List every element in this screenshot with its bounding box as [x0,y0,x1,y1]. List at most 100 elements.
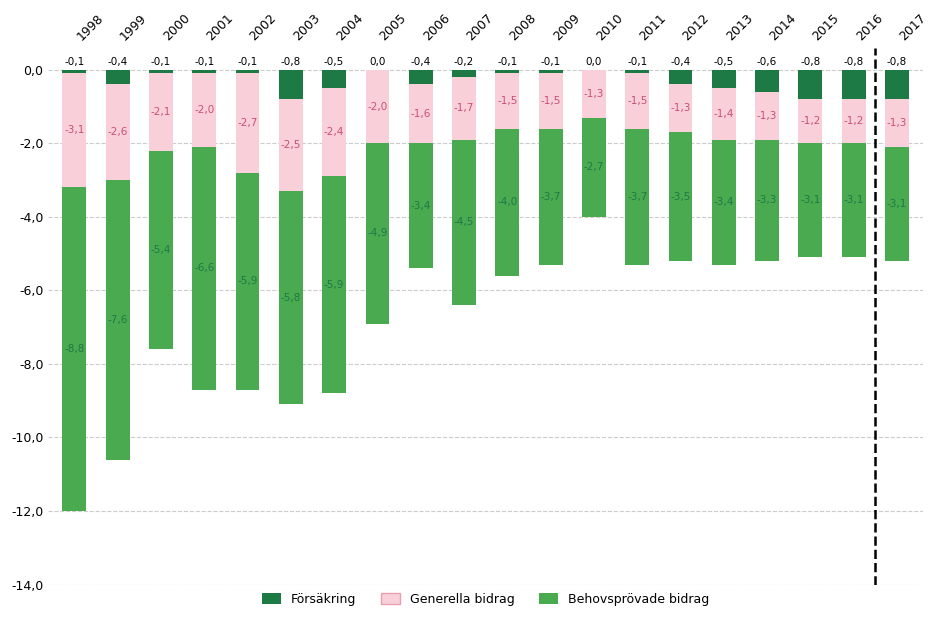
Text: -4,5: -4,5 [454,218,474,227]
Bar [236,74,260,173]
Text: -2,5: -2,5 [280,140,301,150]
Text: -1,3: -1,3 [757,111,777,121]
Bar [842,70,866,99]
Text: -0,1: -0,1 [64,57,84,67]
Text: -4,0: -4,0 [497,197,517,207]
Text: -5,9: -5,9 [324,280,345,290]
Bar [452,70,476,77]
Bar [106,180,129,460]
Bar [582,117,606,217]
Text: -0,4: -0,4 [670,57,691,67]
Bar [278,99,303,191]
Bar [365,143,389,323]
Bar [193,74,216,147]
Text: -3,4: -3,4 [714,197,734,207]
Text: -1,6: -1,6 [411,109,430,119]
Bar [322,176,346,394]
Text: -1,2: -1,2 [801,116,820,126]
Bar [452,77,476,140]
Text: -0,4: -0,4 [108,57,127,67]
Text: 0,0: 0,0 [369,57,385,67]
Bar [539,70,563,74]
Text: -0,8: -0,8 [844,57,864,67]
Bar [885,147,909,261]
Text: -5,4: -5,4 [151,245,171,255]
Bar [755,92,779,140]
Text: -3,7: -3,7 [540,192,561,201]
Text: -2,1: -2,1 [151,107,171,117]
Text: -2,6: -2,6 [108,127,127,137]
Bar [193,147,216,390]
Bar [62,187,86,511]
Bar [496,70,519,74]
Bar [668,132,692,261]
Text: -0,8: -0,8 [886,57,907,67]
Text: -5,9: -5,9 [237,276,258,286]
Bar [236,70,260,74]
Bar [799,143,822,257]
Text: 0,0: 0,0 [585,57,602,67]
Legend: Försäkring, Generella bidrag, Behovsprövade bidrag: Försäkring, Generella bidrag, Behovspröv… [257,588,715,611]
Bar [62,74,86,187]
Text: -0,1: -0,1 [237,57,258,67]
Text: -2,4: -2,4 [324,127,345,137]
Bar [712,88,735,140]
Text: -1,5: -1,5 [627,96,648,106]
Bar [278,70,303,99]
Bar [625,70,649,74]
Bar [193,70,216,74]
Text: -2,7: -2,7 [237,118,258,128]
Text: -2,0: -2,0 [367,101,388,111]
Text: -1,3: -1,3 [886,118,907,128]
Text: -2,7: -2,7 [583,162,604,172]
Bar [496,129,519,276]
Text: -3,7: -3,7 [627,192,648,201]
Bar [106,70,129,85]
Bar [668,85,692,132]
Bar [149,74,173,151]
Bar [755,140,779,261]
Text: -0,6: -0,6 [757,57,777,67]
Text: -0,8: -0,8 [280,57,301,67]
Bar [712,140,735,265]
Text: -4,9: -4,9 [367,229,388,239]
Bar [885,99,909,147]
Bar [106,85,129,180]
Bar [236,173,260,390]
Bar [452,140,476,305]
Bar [582,70,606,117]
Text: -6,6: -6,6 [194,263,214,273]
Bar [322,70,346,88]
Bar [365,70,389,143]
Text: -0,1: -0,1 [541,57,561,67]
Bar [539,129,563,265]
Bar [322,88,346,176]
Text: -0,8: -0,8 [801,57,820,67]
Text: -3,4: -3,4 [411,201,430,211]
Bar [278,191,303,404]
Text: -7,6: -7,6 [108,315,127,325]
Bar [885,70,909,99]
Text: -0,1: -0,1 [194,57,214,67]
Bar [409,85,432,143]
Bar [409,143,432,268]
Bar [625,129,649,265]
Text: -3,5: -3,5 [670,192,691,201]
Text: -0,1: -0,1 [151,57,171,67]
Bar [409,70,432,85]
Text: -3,1: -3,1 [844,195,864,205]
Text: -1,3: -1,3 [670,103,691,113]
Bar [755,70,779,92]
Bar [799,70,822,99]
Bar [149,151,173,349]
Text: -2,0: -2,0 [194,105,214,115]
Text: -0,4: -0,4 [411,57,430,67]
Bar [712,70,735,88]
Text: -3,1: -3,1 [801,195,820,205]
Text: -0,2: -0,2 [454,57,474,67]
Text: -3,1: -3,1 [64,125,85,135]
Text: -5,8: -5,8 [280,293,301,303]
Text: -8,8: -8,8 [64,344,85,354]
Bar [149,70,173,74]
Bar [62,70,86,74]
